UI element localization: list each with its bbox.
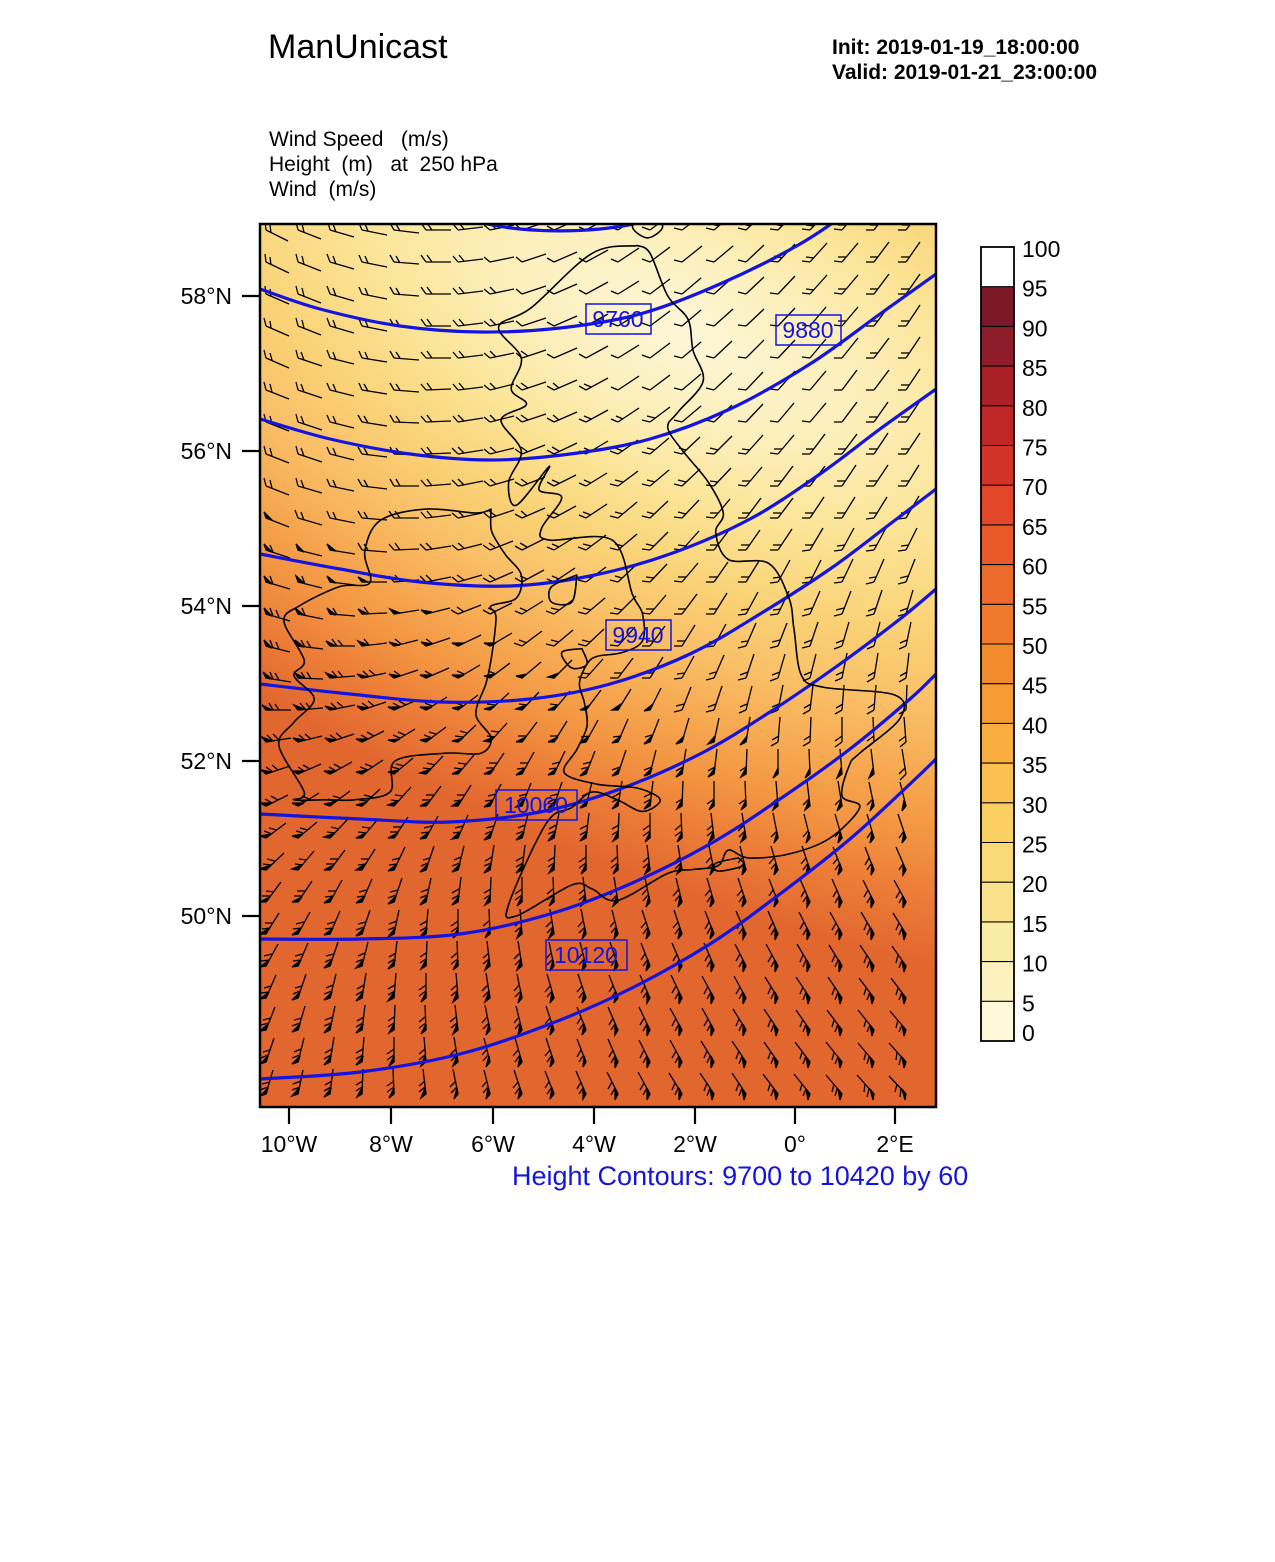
svg-text:10120: 10120 [554,942,618,968]
svg-text:90: 90 [1022,315,1048,341]
svg-text:9880: 9880 [782,317,833,343]
svg-text:0°: 0° [784,1131,806,1157]
svg-text:25: 25 [1022,832,1048,858]
svg-text:65: 65 [1022,514,1048,540]
svg-text:Height Contours: 9700 to 10420: Height Contours: 9700 to 10420 by 60 [512,1161,968,1191]
svg-text:45: 45 [1022,673,1048,699]
svg-text:52°N: 52°N [181,748,232,774]
svg-text:9940: 9940 [612,622,663,648]
svg-text:75: 75 [1022,435,1048,461]
svg-text:4°W: 4°W [572,1131,616,1157]
svg-text:10060: 10060 [504,792,568,818]
svg-text:50°N: 50°N [181,903,232,929]
svg-text:2°W: 2°W [673,1131,717,1157]
svg-text:9760: 9760 [592,306,643,332]
svg-text:70: 70 [1022,474,1048,500]
svg-text:0: 0 [1022,1020,1035,1046]
svg-text:10: 10 [1022,951,1048,977]
svg-text:2°E: 2°E [876,1131,913,1157]
svg-text:8°W: 8°W [369,1131,413,1157]
svg-text:54°N: 54°N [181,593,232,619]
svg-text:85: 85 [1022,355,1048,381]
svg-text:56°N: 56°N [181,438,232,464]
svg-text:10°W: 10°W [261,1131,318,1157]
svg-text:50: 50 [1022,633,1048,659]
svg-text:5: 5 [1022,990,1035,1016]
svg-text:40: 40 [1022,712,1048,738]
svg-text:15: 15 [1022,911,1048,937]
svg-text:20: 20 [1022,871,1048,897]
svg-text:58°N: 58°N [181,283,232,309]
svg-text:100: 100 [1022,236,1060,262]
svg-text:6°W: 6°W [471,1131,515,1157]
svg-text:35: 35 [1022,752,1048,778]
svg-text:55: 55 [1022,593,1048,619]
svg-text:30: 30 [1022,792,1048,818]
svg-text:80: 80 [1022,395,1048,421]
svg-text:60: 60 [1022,554,1048,580]
svg-text:95: 95 [1022,276,1048,302]
